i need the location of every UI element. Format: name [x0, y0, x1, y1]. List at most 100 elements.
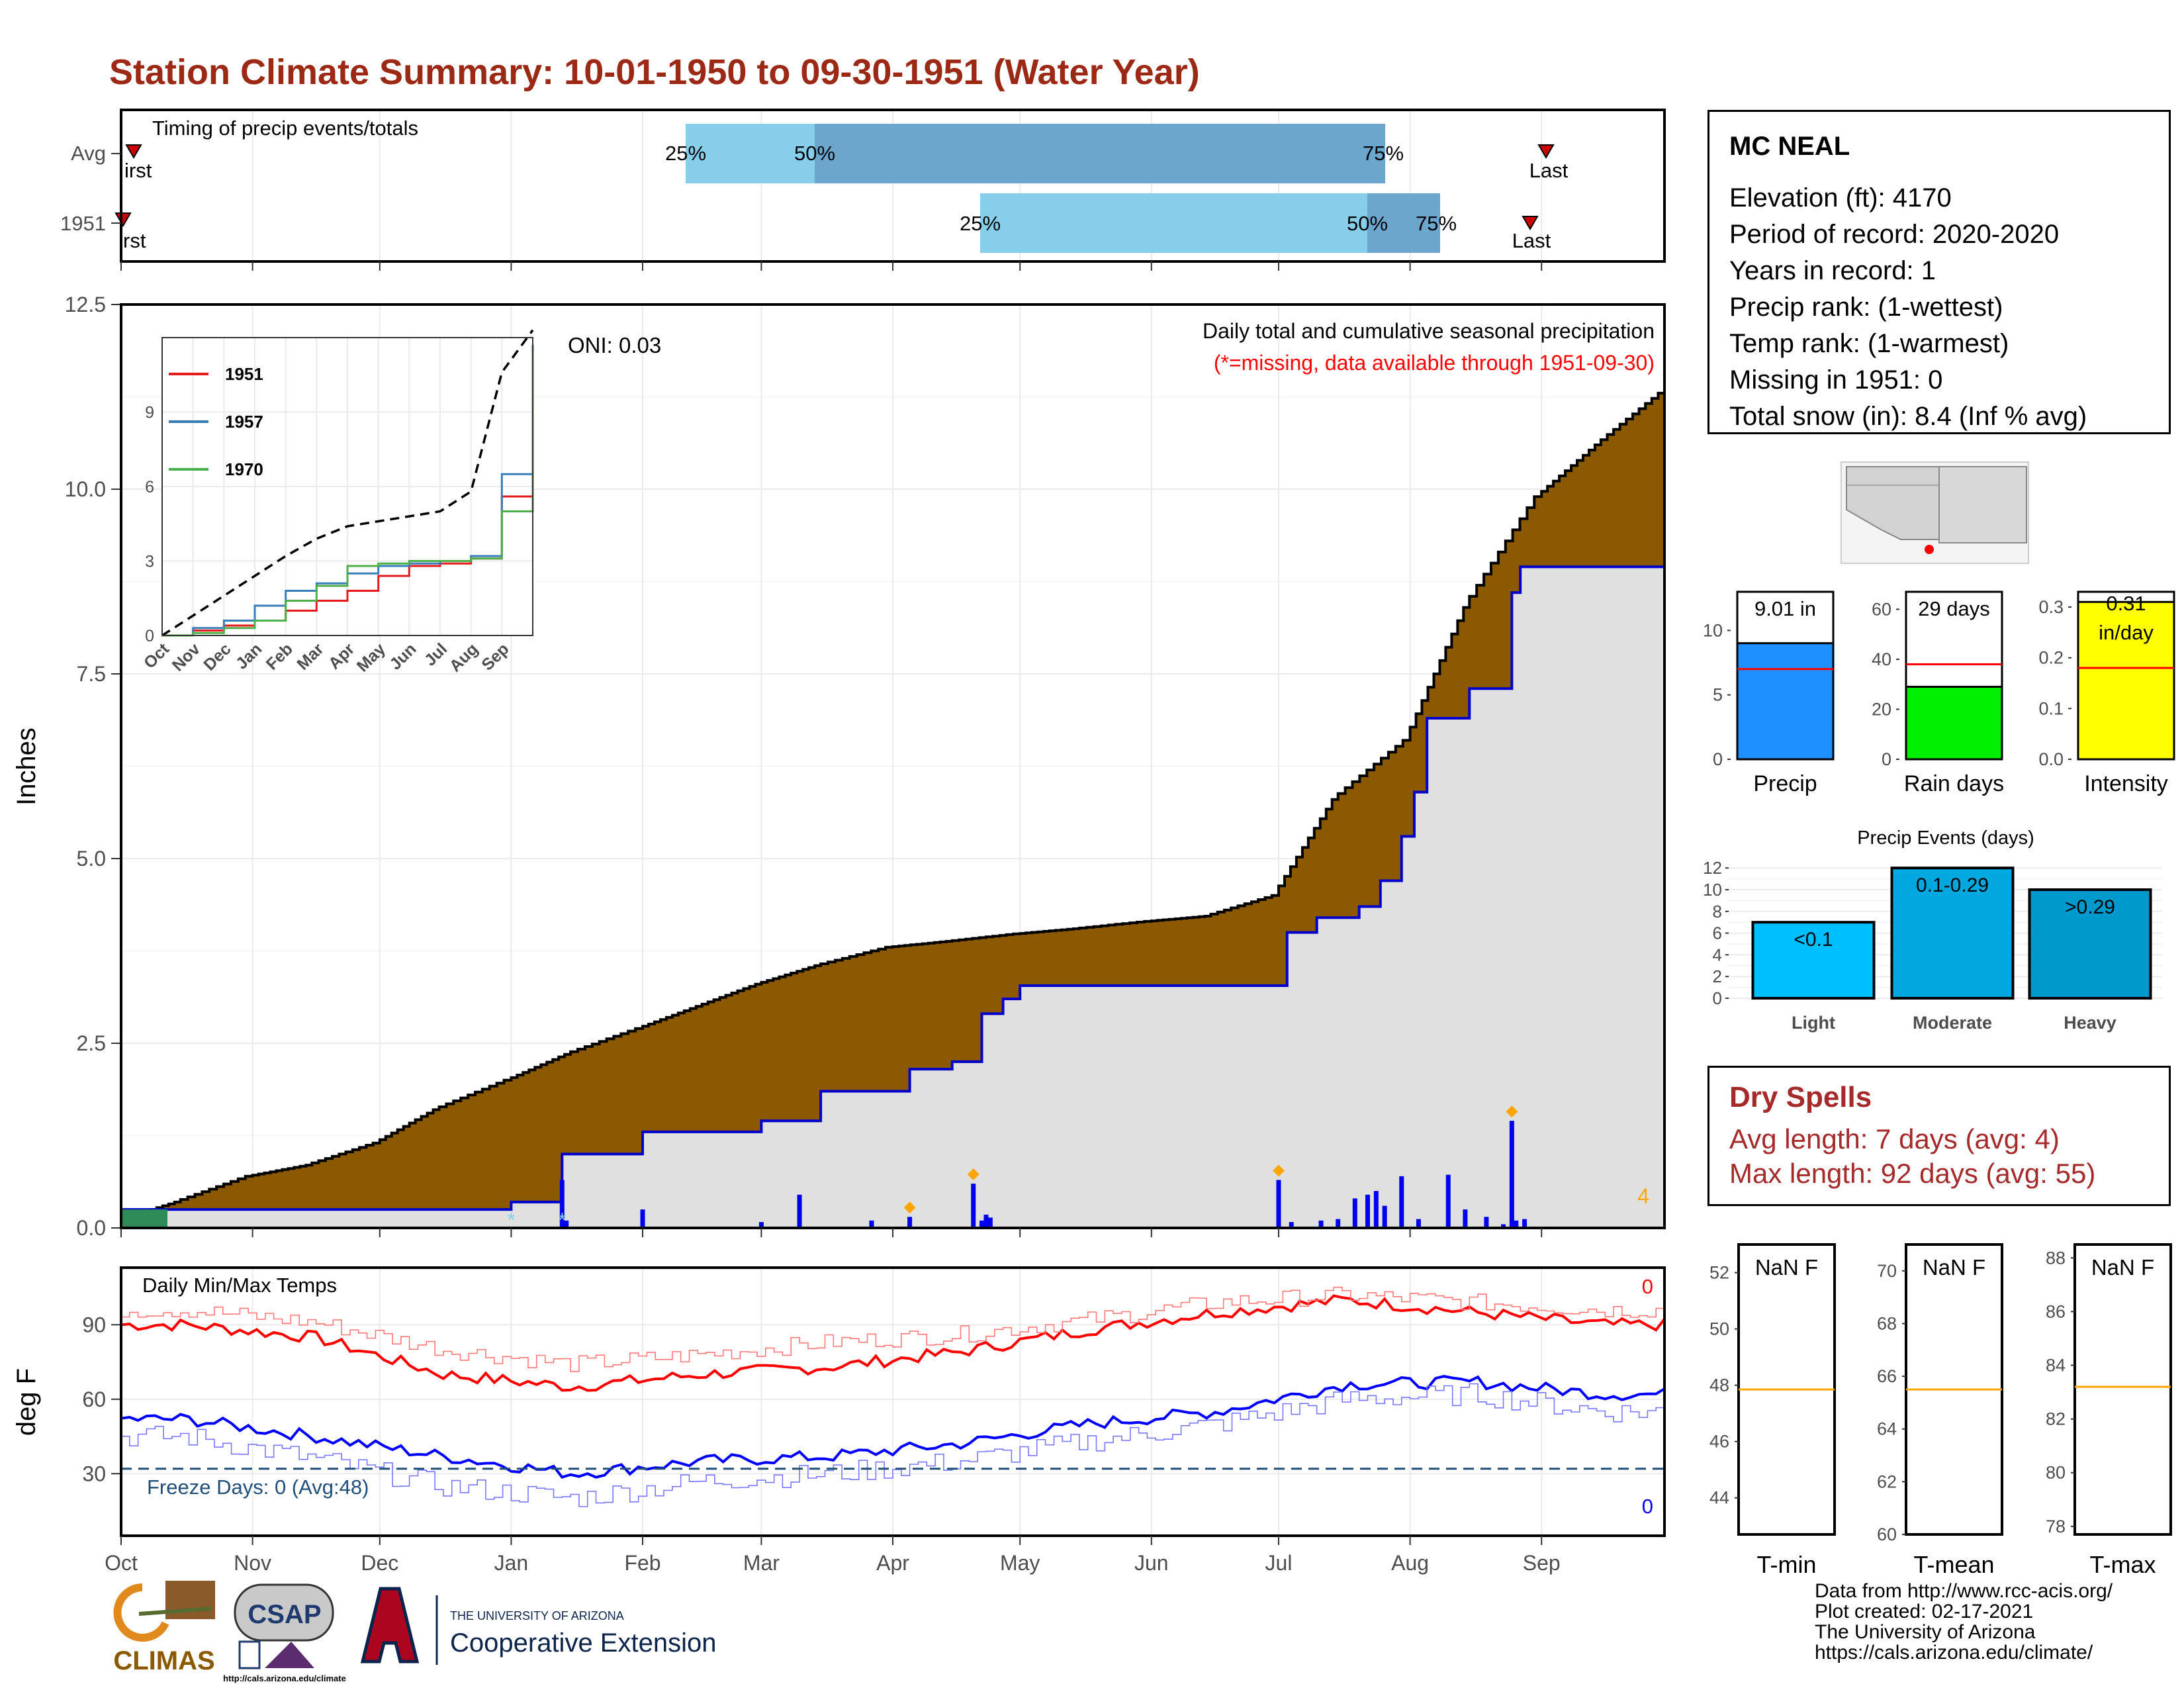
climas-logo-icon: [113, 1583, 169, 1642]
timing-avg-first-label: irst: [124, 159, 152, 182]
avg-cumulative-line: [120, 391, 1664, 1221]
month-axis-label: Apr: [876, 1551, 909, 1575]
bars_raindays-xlabel: Rain days: [1904, 771, 2004, 796]
timing-yr-first-marker: [114, 212, 132, 227]
logo-group: CLIMAS CSAP http://cals.arizona.edu/climat…: [113, 1581, 716, 1683]
events-bar-heavy: [2028, 888, 2152, 1000]
timing-avg-last-marker: [1537, 144, 1555, 159]
station-name: MC NEAL: [1729, 132, 1850, 161]
start-green-wedge: [121, 1209, 167, 1228]
timing-yr-bar-50-75: [1367, 193, 1440, 253]
csap-mountain-icon: [265, 1642, 314, 1668]
year-cumulative-line: [121, 562, 1666, 1211]
bars_raindays-bar: [1905, 685, 2003, 761]
daily-precip-bar: [1445, 1174, 1451, 1228]
timing-avg-p75: 75%: [1363, 142, 1404, 165]
corner-count: 4: [1637, 1184, 1649, 1208]
temp-panel-title: Daily Min/Max Temps: [142, 1274, 337, 1297]
footer-plot-created: Plot created: 02-17-2021: [1815, 1601, 2034, 1622]
main-ytick-label: 12.5: [65, 293, 106, 316]
csap-logo-text: CSAP: [248, 1600, 321, 1629]
tmin-ytick-label: 52: [1709, 1263, 1729, 1283]
bars_intensity-value-label: 0.31: [2106, 592, 2146, 615]
events-category-label: Light: [1792, 1013, 1835, 1033]
month-axis-label: Jul: [1265, 1551, 1293, 1575]
month-axis-label: Jun: [1134, 1551, 1169, 1575]
tmin-ytick-label: 50: [1709, 1319, 1729, 1339]
max-count-label: 0: [1642, 1275, 1653, 1298]
main-ytick-label: 7.5: [77, 662, 106, 686]
bars_precip-value-label: 9.01 in: [1754, 597, 1816, 620]
dry-avg-length: Avg length: 7 days (avg: 4): [1729, 1123, 2060, 1154]
daily-precip-bar: [1352, 1198, 1357, 1228]
tmean-ytick-label: 64: [1877, 1419, 1897, 1439]
bars_raindays-ytick-label: 40: [1872, 649, 1891, 669]
bars_raindays-ytick-label: 0: [1882, 749, 1891, 769]
tmax-ytick-label: 80: [2046, 1463, 2066, 1483]
daily-precip-bar: [797, 1194, 802, 1228]
events-bar-label: <0.1: [1794, 929, 1833, 951]
timing-avg-first-marker: [125, 144, 142, 159]
events-ytick-label: 8: [1713, 902, 1722, 921]
tmin-value-label: NaN F: [1755, 1255, 1818, 1280]
missing-marker: *: [558, 1209, 566, 1231]
bars_precip-bar: [1736, 642, 1835, 761]
bars_intensity-bar: [2077, 600, 2175, 761]
main-annotation: Daily total and cumulative seasonal prec…: [1203, 319, 1655, 343]
inset-legend-label: 1970: [225, 459, 263, 479]
month-axis-label: Dec: [361, 1551, 398, 1575]
temp-ytick-label: 30: [82, 1462, 106, 1485]
tmin-ytick-label: 46: [1709, 1432, 1729, 1452]
dry-max-length: Max length: 92 days (avg: 55): [1729, 1158, 2096, 1189]
daily-precip-bar: [1289, 1222, 1294, 1228]
tmin-ytick-label: 48: [1709, 1376, 1729, 1395]
tmax-ytick-label: 82: [2046, 1409, 2066, 1429]
map-newmexico-shape: [1938, 466, 2027, 543]
footer-data-source: Data from http://www.rcc-acis.org/: [1815, 1580, 2113, 1602]
bars_precip-ytick-label: 5: [1713, 685, 1723, 705]
timing-yr-last-marker: [1522, 216, 1539, 230]
month-axis-label: Feb: [624, 1551, 660, 1575]
inset-ytick-label: 3: [145, 553, 154, 571]
footer-credits: Data from http://www.rcc-acis.org/ Plot …: [1815, 1581, 2113, 1663]
tmean-xlabel: T-mean: [1913, 1551, 1994, 1578]
month-axis-label: Sep: [1523, 1551, 1561, 1575]
dry-spells-title: Dry Spells: [1729, 1081, 1872, 1113]
events-category-label: Moderate: [1913, 1013, 1992, 1033]
daily-precip-bar: [869, 1220, 874, 1228]
station-missing: Missing in 1951: 0: [1729, 365, 1943, 395]
events-ytick-label: 10: [1703, 880, 1722, 900]
daily-precip-bar: [640, 1209, 645, 1228]
timing-yr-p25: 25%: [960, 212, 1001, 235]
main-ytick-label: 0.0: [77, 1216, 106, 1240]
station-location-dot: [1925, 545, 1934, 554]
month-axis-label: Oct: [105, 1551, 138, 1575]
year-cumulative-area: [121, 562, 1664, 1228]
events-title: Precip Events (days): [1857, 827, 2034, 849]
inset-avg-dashed-line: [161, 329, 534, 637]
timing-yr-p50: 50%: [1347, 212, 1388, 235]
inset-ytick-label: 0: [145, 627, 154, 645]
station-period: Period of record: 2020-2020: [1729, 220, 2060, 249]
bars_intensity-value-label-unit: in/day: [2099, 621, 2154, 644]
oni-value: ONI: 0.03: [568, 333, 661, 357]
bars_intensity-ytick-label: 0.0: [2038, 749, 2064, 769]
timing-avg-bar-50-75: [815, 124, 1385, 183]
daily-precip-bar: [907, 1217, 913, 1228]
inset-panel-border: [161, 337, 533, 636]
daily-precip-bar: [1365, 1194, 1371, 1228]
daily-precip-bar: [1501, 1224, 1506, 1228]
month-axis-label: Jan: [494, 1551, 529, 1575]
timing-avg-bar-25-50: [686, 124, 815, 183]
tmax-frame: [2073, 1243, 2172, 1536]
tmax-value-label: NaN F: [2091, 1255, 2154, 1280]
temp-series-min: [120, 1375, 1666, 1479]
timing-row-year-label: 1951: [60, 212, 106, 235]
month-axis-label: May: [1000, 1551, 1040, 1575]
main-ytick-label: 2.5: [77, 1031, 106, 1055]
bars_precip-xlabel: Precip: [1753, 771, 1817, 796]
daily-precip-bar: [1399, 1176, 1404, 1228]
daily-precip-bar: [1522, 1219, 1527, 1228]
daily-precip-bar: [1416, 1219, 1421, 1228]
bars_raindays-ytick-label: 60: [1872, 599, 1891, 619]
